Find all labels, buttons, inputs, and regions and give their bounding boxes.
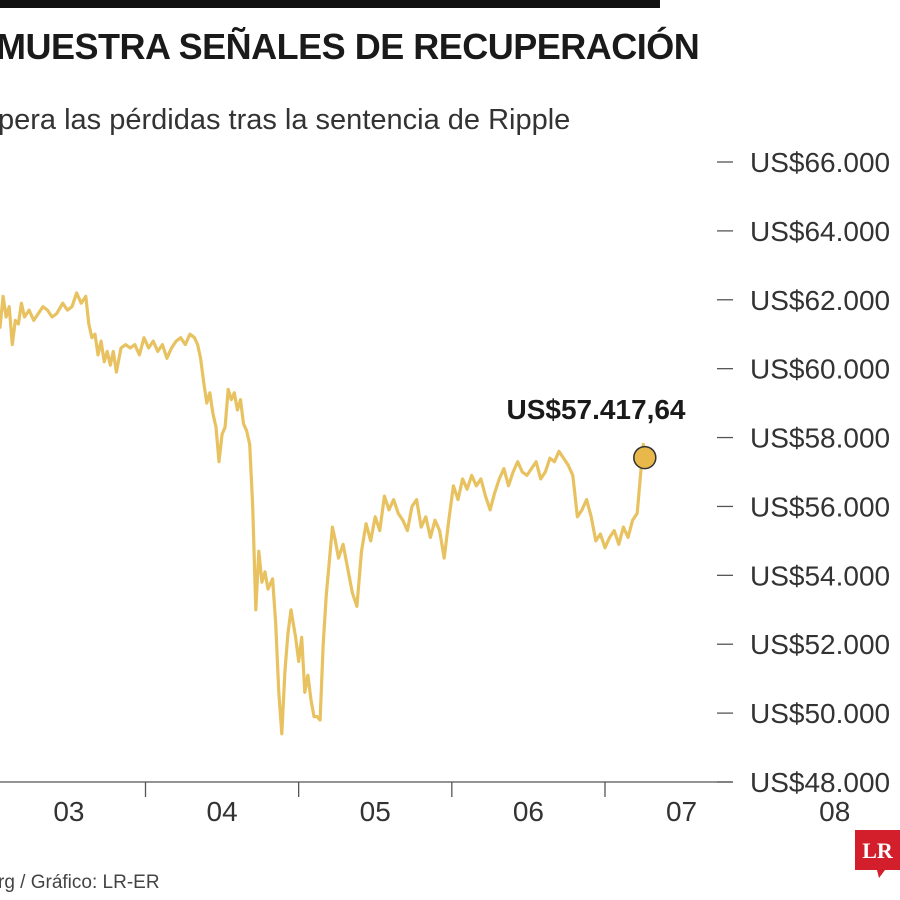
y-axis: US$66.000 US$64.000 US$62.000 US$60.000 US$5… [717,147,890,798]
chart-subtitle: pera las pérdidas tras la sentencia de R… [0,104,571,136]
y-tick-label: US$50.000 [750,698,890,729]
y-tick-label: US$52.000 [750,629,890,660]
svg-text:LR: LR [862,838,894,863]
y-tick-label: US$62.000 [750,285,890,316]
x-tick-label: 08 [819,796,850,827]
top-rule [0,0,660,8]
x-axis: 03 04 05 06 07 08 [0,781,850,827]
x-tick-label: 07 [666,796,697,827]
y-tick-label: US$58.000 [750,423,890,454]
last-price-marker [633,445,657,470]
x-tick-label: 06 [513,796,544,827]
y-tick-label: US$54.000 [750,560,890,591]
last-price-label: US$57.417,64 [506,394,685,425]
y-tick-label: US$48.000 [750,767,890,798]
y-tick-label: US$56.000 [750,491,890,522]
y-tick-label: US$60.000 [750,354,890,385]
x-tick-label: 05 [360,796,391,827]
price-line [0,291,647,736]
y-tick-label: US$66.000 [750,147,890,178]
y-tick-label: US$64.000 [750,216,890,247]
lr-logo: LR [855,830,900,878]
chart-title: MUESTRA SEÑALES DE RECUPERACIÓN [0,26,700,67]
x-tick-label: 03 [53,796,84,827]
source-note: rg / Gráfico: LR-ER [0,872,160,893]
x-tick-label: 04 [207,796,238,827]
